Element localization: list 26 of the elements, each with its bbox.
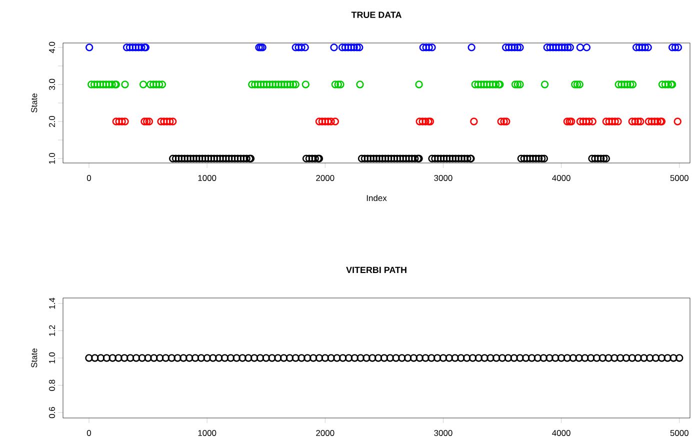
y-tick-label: 4.0	[49, 42, 55, 54]
x-axis-title: Index	[366, 194, 387, 202]
y-tick-label: 1.0	[49, 352, 55, 364]
x-tick-label: 1000	[198, 175, 216, 181]
x-tick-label: 4000	[552, 175, 570, 181]
x-tick-label: 5000	[670, 175, 688, 181]
y-tick-label: 1.0	[49, 152, 55, 164]
y-tick-label: 2.0	[49, 116, 55, 127]
x-tick-label: 3000	[434, 175, 452, 181]
chart-title: VITERBI PATH	[346, 266, 406, 273]
x-tick-label: 2000	[316, 175, 334, 181]
x-tick-label: 3000	[434, 430, 452, 436]
y-axis-title: State	[31, 93, 38, 112]
chart-title: TRUE DATA	[351, 12, 402, 18]
y-tick-label: 0.6	[49, 407, 55, 418]
x-tick-label: 4000	[552, 430, 570, 436]
y-tick-label: 1.2	[49, 325, 55, 336]
x-tick-label: 0	[86, 430, 92, 436]
x-tick-label: 0	[86, 175, 92, 181]
y-tick-label: 3.0	[49, 78, 55, 90]
x-tick-label: 5000	[670, 430, 688, 436]
x-tick-label: 2000	[316, 430, 334, 436]
y-tick-label: 1.4	[49, 298, 55, 309]
y-axis-title: State	[31, 348, 38, 368]
x-tick-label: 1000	[198, 430, 216, 436]
y-tick-label: 0.8	[49, 380, 55, 391]
